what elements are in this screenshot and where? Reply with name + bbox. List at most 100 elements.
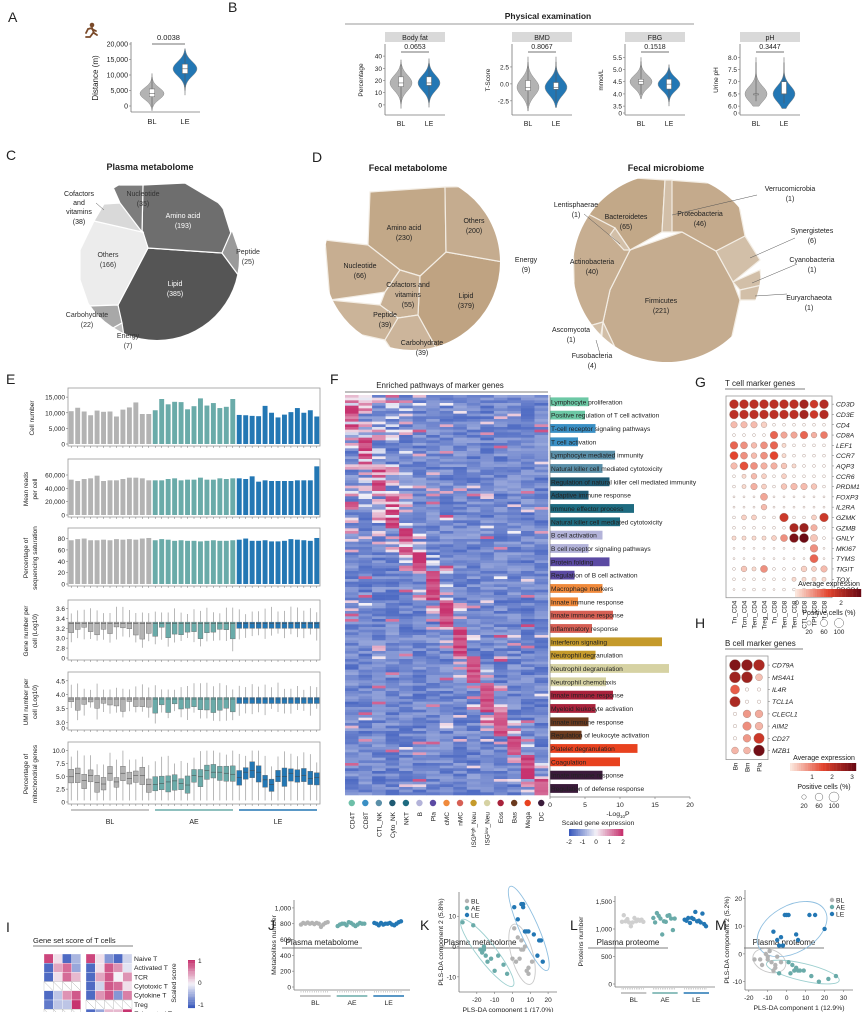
heatmap-cell	[372, 789, 386, 793]
gene-label: PRDM1	[836, 484, 860, 491]
heatmap-cell	[412, 603, 427, 606]
heatmap-cell	[466, 587, 481, 590]
dot	[742, 721, 752, 731]
legend-swatch	[854, 589, 857, 597]
heatmap-cell	[345, 675, 359, 678]
heatmap-cell	[426, 429, 441, 433]
heatmap-cell	[372, 720, 386, 724]
bar	[139, 538, 145, 584]
pathway-bar	[550, 504, 634, 513]
heatmap-cell	[372, 592, 386, 596]
heatmap-cell	[426, 536, 441, 540]
heatmap-cell	[385, 747, 400, 750]
heatmap-cell	[372, 507, 386, 510]
heatmap-cell	[439, 717, 454, 721]
heatmap-cell	[385, 451, 400, 454]
heatmap-cell	[520, 747, 535, 750]
heatmap-cell	[385, 616, 400, 620]
dot	[822, 464, 826, 468]
heatmap-cell	[399, 653, 413, 657]
heatmap-cell	[358, 467, 373, 470]
heatmap-cell	[480, 475, 495, 478]
heatmap-cell	[372, 419, 386, 422]
heatmap-cell	[466, 448, 481, 452]
heatmap-cell	[399, 496, 413, 500]
bar	[81, 479, 87, 515]
legend-swatch	[188, 988, 195, 991]
legend-tick-label: -1	[198, 1002, 204, 1009]
heatmap-cell	[466, 744, 481, 748]
heatmap-cell	[372, 696, 386, 700]
heatmap-cell	[466, 531, 481, 534]
heatmap-cell	[399, 656, 413, 660]
heatmap-cell	[358, 472, 373, 476]
heatmap-cell	[520, 429, 535, 433]
heatmap-cell	[345, 491, 359, 494]
heatmap-cell	[426, 640, 441, 644]
heatmap-cell	[493, 637, 508, 641]
heatmap-cell	[345, 771, 359, 774]
heatmap-cell	[480, 597, 495, 601]
column-label: Bn	[733, 762, 740, 770]
dot	[780, 431, 788, 439]
heatmap-cell	[426, 507, 441, 510]
heatmap-cell	[493, 643, 508, 646]
heatmap-cell	[507, 405, 522, 409]
heatmap-cell	[453, 704, 468, 708]
legend-swatch	[820, 763, 824, 771]
heatmap-cell	[345, 563, 359, 566]
heatmap-cell	[480, 424, 495, 428]
p-value: 0.3447	[759, 44, 781, 51]
heatmap-cell	[385, 605, 400, 609]
data-point-ae	[471, 923, 476, 928]
heatmap-cell	[439, 629, 454, 633]
heatmap-cell	[345, 576, 359, 580]
dot	[799, 523, 809, 533]
heatmap-cell	[493, 611, 508, 614]
heatmap-cell	[426, 693, 441, 697]
dot	[733, 711, 737, 716]
heatmap-cell	[372, 403, 386, 406]
heatmap-cell	[345, 725, 359, 729]
heatmap-cell	[358, 712, 373, 716]
heatmap-cell	[439, 779, 454, 782]
box	[152, 697, 158, 714]
heatmap-cell	[520, 696, 535, 700]
cluster-dot-ctl_nk	[375, 799, 383, 807]
heatmap-cell	[534, 579, 549, 582]
heatmap-cell	[399, 787, 413, 790]
heatmap-cell	[534, 704, 549, 708]
heatmap-cell	[345, 523, 359, 526]
heatmap-cell	[439, 675, 454, 678]
heatmap-cell	[480, 589, 495, 593]
dot	[812, 443, 816, 447]
y-tick-label: 0	[61, 726, 65, 733]
heatmap-cell	[412, 571, 427, 574]
dot	[732, 495, 736, 499]
heatmap-cell	[385, 493, 400, 497]
heatmap-cell	[385, 536, 400, 540]
heatmap-cell	[453, 395, 468, 398]
heatmap-cell	[534, 405, 549, 409]
heatmap-cell	[466, 515, 481, 518]
dot	[802, 505, 806, 509]
heatmap-cell	[385, 691, 400, 694]
heatmap-cell	[426, 669, 441, 673]
dot	[799, 533, 809, 543]
heatmap-cell	[507, 563, 522, 566]
bar	[152, 540, 158, 584]
legend-swatch	[188, 961, 195, 964]
heatmap-cell	[399, 397, 413, 401]
dot	[729, 441, 739, 450]
dot	[790, 431, 798, 439]
heatmap-cell	[385, 549, 400, 553]
heatmap-cell	[520, 765, 535, 769]
y-tick-label: 0	[452, 944, 456, 951]
heatmap-cell	[507, 552, 522, 556]
heatmap-cell	[453, 597, 468, 601]
pathway-item: Innate immune response	[550, 717, 624, 726]
heatmap-cell	[493, 704, 508, 708]
heatmap-cell	[412, 632, 427, 636]
box	[275, 621, 281, 629]
data-point-ae	[816, 979, 822, 984]
